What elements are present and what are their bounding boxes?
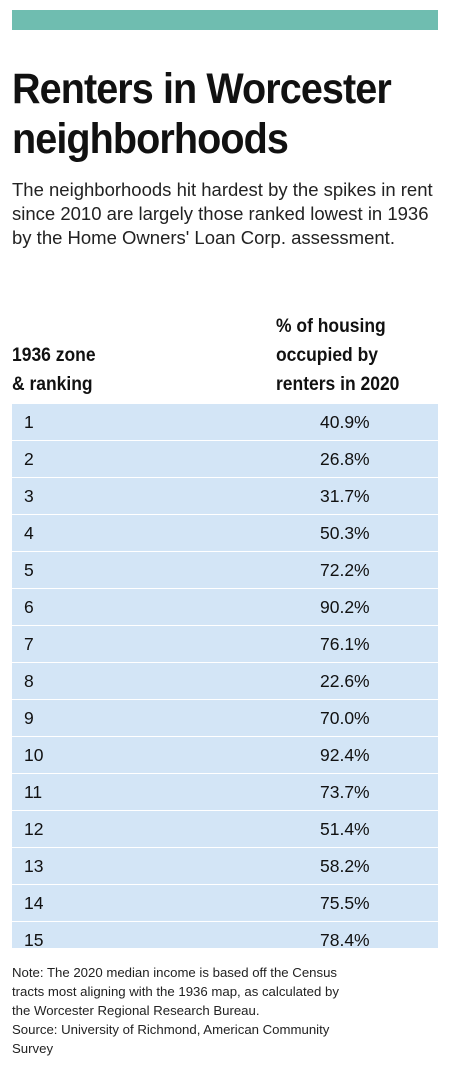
table-row: 14 75.5%	[12, 885, 438, 921]
column-header-zone-line: & ranking	[12, 374, 93, 395]
zone-cell: 2	[24, 448, 34, 469]
table-row: 2 26.8%	[12, 441, 438, 477]
column-header-pct-line: % of housing	[276, 316, 386, 337]
table-row: 12 51.4%	[12, 811, 438, 847]
zone-cell: 5	[24, 559, 34, 580]
zone-cell: 6	[24, 596, 34, 617]
renter-pct-cell: 76.1%	[320, 633, 370, 654]
note-line: Note: The 2020 median income is based of…	[12, 965, 338, 980]
table-row: 15 78.4%	[12, 922, 438, 948]
renter-pct-cell: 26.8%	[320, 448, 370, 469]
table-row: 6 90.2%	[12, 589, 438, 625]
note-line: tracts most aligning with the 1936 map, …	[12, 984, 339, 999]
zone-cell: 8	[24, 670, 34, 691]
renter-pct-cell: 50.3%	[320, 522, 370, 543]
zone-cell: 7	[24, 633, 34, 654]
zone-cell: 14	[24, 892, 44, 913]
page-title: Renters in Worcester neighborhoods	[12, 64, 408, 164]
column-header-zone: 1936 zone & ranking	[12, 341, 96, 399]
renter-pct-cell: 40.9%	[320, 411, 370, 432]
zone-cell: 15	[24, 929, 44, 949]
column-header-pct-line: occupied by	[276, 345, 378, 366]
table-row: 5 72.2%	[12, 552, 438, 588]
title-line-2: neighborhoods	[12, 115, 289, 163]
column-header-pct: % of housing occupied by renters in 2020	[276, 312, 399, 399]
notes: Note: The 2020 median income is based of…	[12, 963, 442, 1058]
zone-cell: 10	[24, 744, 44, 765]
table-row: 4 50.3%	[12, 515, 438, 551]
table-row: 11 73.7%	[12, 774, 438, 810]
renter-pct-cell: 51.4%	[320, 818, 370, 839]
zone-cell: 3	[24, 485, 34, 506]
zone-cell: 1	[24, 411, 34, 432]
column-header-pct-line: renters in 2020	[276, 374, 400, 395]
table-row: 1 40.9%	[12, 404, 438, 440]
table-row: 8 22.6%	[12, 663, 438, 699]
zone-cell: 12	[24, 818, 44, 839]
renter-pct-cell: 92.4%	[320, 744, 370, 765]
title-line-1: Renters in Worcester	[12, 65, 392, 113]
renter-pct-cell: 31.7%	[320, 485, 370, 506]
zone-cell: 13	[24, 855, 44, 876]
renter-pct-cell: 78.4%	[320, 929, 370, 949]
column-header-zone-line: 1936 zone	[12, 345, 96, 366]
source-line: Source: University of Richmond, American…	[12, 1022, 330, 1037]
table-row: 7 76.1%	[12, 626, 438, 662]
table-row: 10 92.4%	[12, 737, 438, 773]
table-row: 9 70.0%	[12, 700, 438, 736]
renter-pct-cell: 73.7%	[320, 781, 370, 802]
renter-pct-cell: 90.2%	[320, 596, 370, 617]
source-line: Survey	[12, 1041, 54, 1056]
subtitle: The neighborhoods hit hardest by the spi…	[12, 179, 433, 248]
renter-pct-cell: 72.2%	[320, 559, 370, 580]
zone-cell: 11	[24, 781, 43, 802]
renter-pct-cell: 58.2%	[320, 855, 370, 876]
accent-bar	[12, 10, 438, 30]
zone-cell: 4	[24, 522, 34, 543]
table-row: 3 31.7%	[12, 478, 438, 514]
renter-pct-cell: 70.0%	[320, 707, 370, 728]
data-table: 1 40.9% 2 26.8% 3 31.7% 4 50.3% 5 72.2% 6 90.2% 7 76.…	[12, 404, 438, 948]
renter-pct-cell: 22.6%	[320, 670, 370, 691]
table-row: 13 58.2%	[12, 848, 438, 884]
zone-cell: 9	[24, 707, 34, 728]
note-line: the Worcester Regional Research Bureau.	[12, 1003, 260, 1018]
renter-pct-cell: 75.5%	[320, 892, 370, 913]
